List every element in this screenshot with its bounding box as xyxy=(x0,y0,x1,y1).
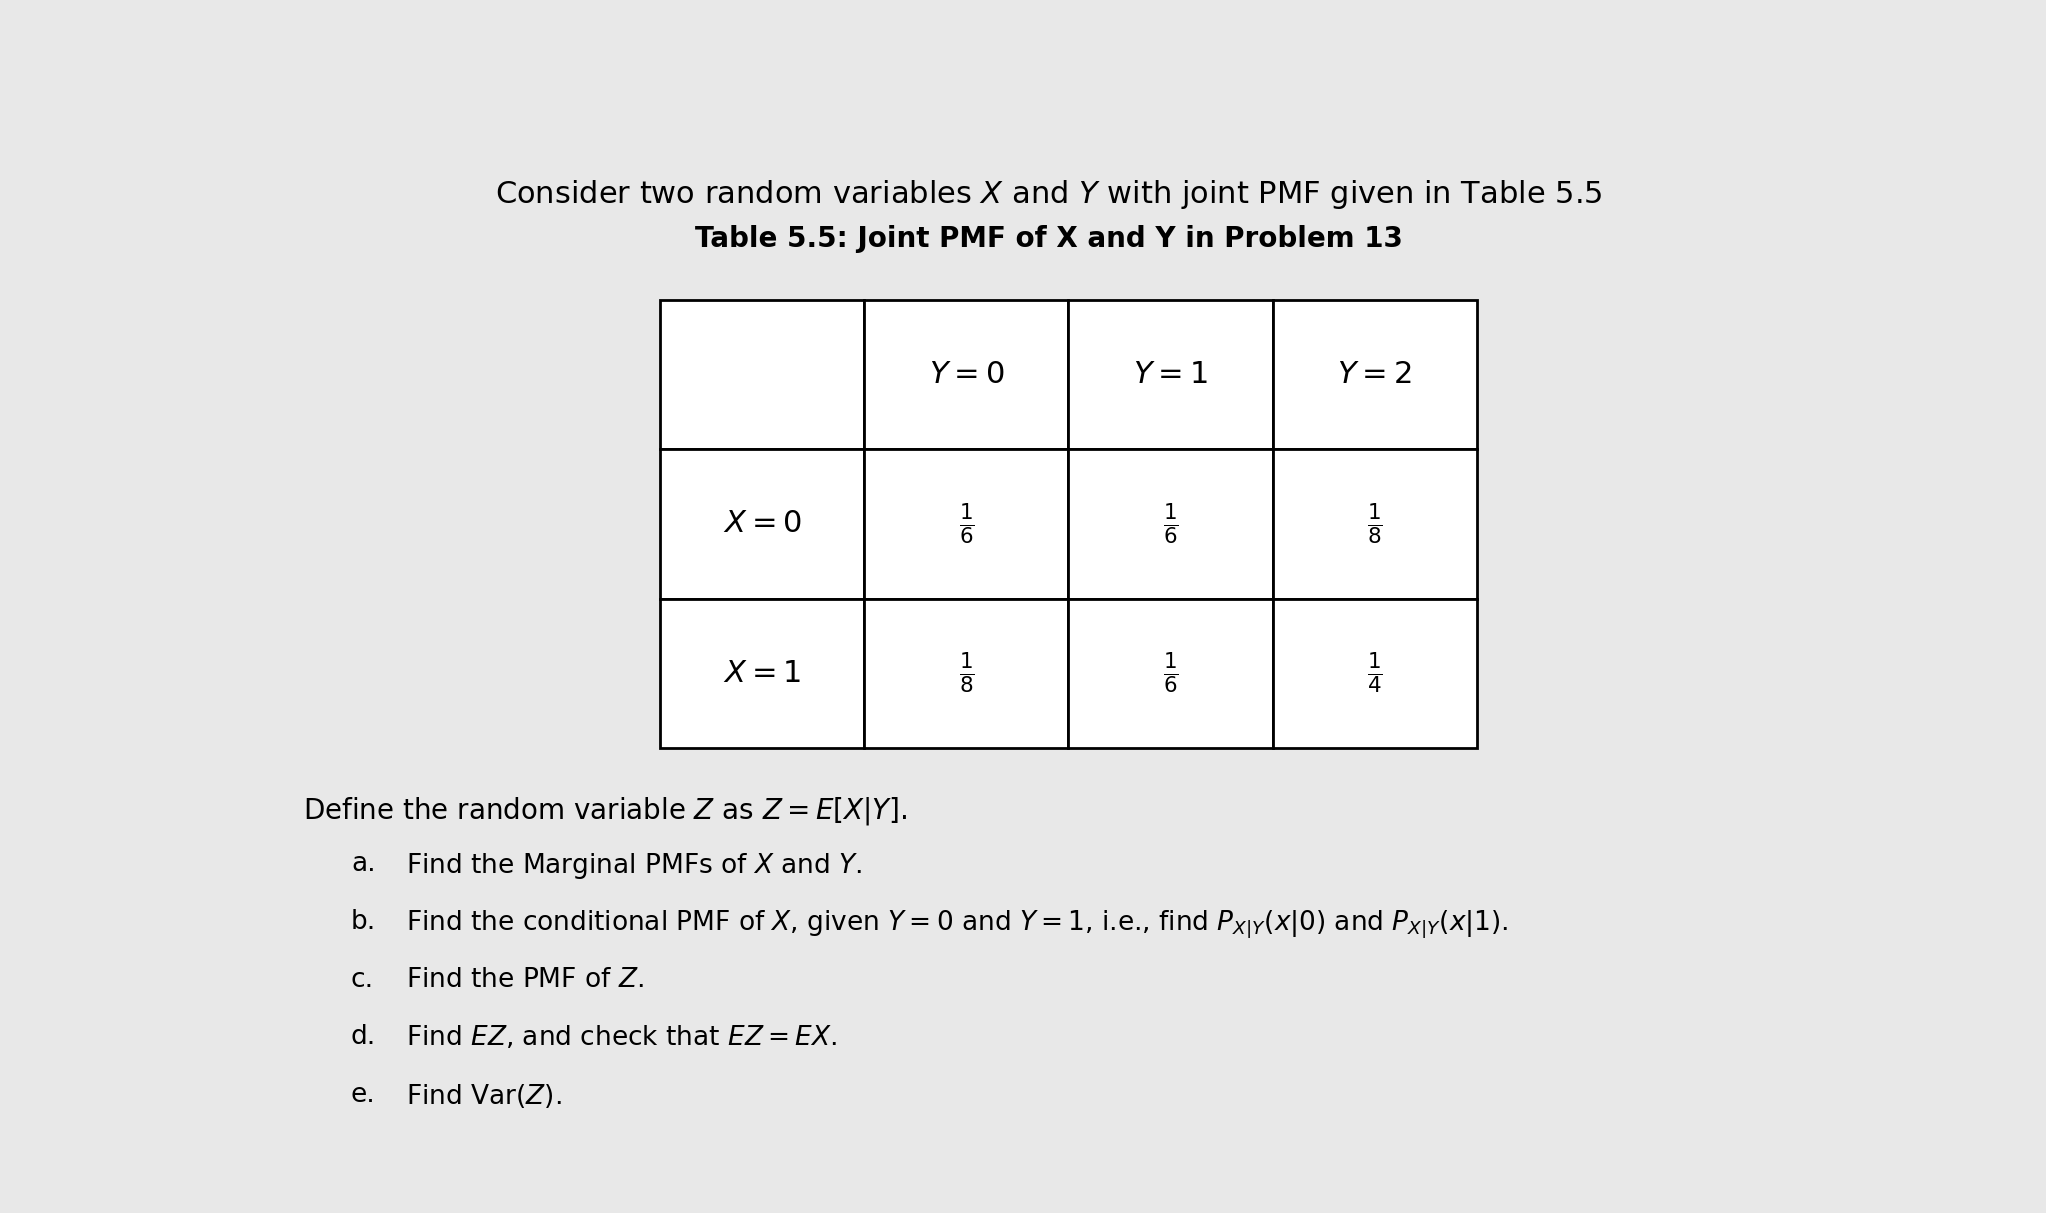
Bar xyxy=(1068,300,1273,449)
Text: $X = 0$: $X = 0$ xyxy=(722,509,802,539)
Text: $\frac{1}{8}$: $\frac{1}{8}$ xyxy=(1367,501,1383,547)
Bar xyxy=(661,449,863,598)
Text: Find the conditional PMF of $X$, given $Y = 0$ and $Y = 1$, i.e., find $P_{X|Y}(: Find the conditional PMF of $X$, given $… xyxy=(407,909,1508,940)
Bar xyxy=(1273,300,1477,449)
Text: $Y = 2$: $Y = 2$ xyxy=(1338,360,1412,389)
Text: $X = 1$: $X = 1$ xyxy=(722,659,802,688)
Bar xyxy=(863,598,1068,748)
Text: $Y = 1$: $Y = 1$ xyxy=(1133,360,1207,389)
Bar xyxy=(1273,598,1477,748)
Bar xyxy=(863,449,1068,598)
Text: c.: c. xyxy=(352,967,374,992)
Text: Find Var$(Z)$.: Find Var$(Z)$. xyxy=(407,1082,563,1110)
Text: $\frac{1}{6}$: $\frac{1}{6}$ xyxy=(1162,501,1178,547)
Bar xyxy=(863,300,1068,449)
Text: $\frac{1}{4}$: $\frac{1}{4}$ xyxy=(1367,650,1383,696)
Bar xyxy=(661,300,863,449)
Text: $\frac{1}{8}$: $\frac{1}{8}$ xyxy=(958,650,974,696)
Text: $Y = 0$: $Y = 0$ xyxy=(929,360,1005,389)
Text: a.: a. xyxy=(352,850,376,877)
Text: Table 5.5: Joint PMF of X and Y in Problem 13: Table 5.5: Joint PMF of X and Y in Probl… xyxy=(696,224,1402,254)
Text: b.: b. xyxy=(352,909,376,935)
Bar xyxy=(661,598,863,748)
Text: $\frac{1}{6}$: $\frac{1}{6}$ xyxy=(958,501,974,547)
Text: $\frac{1}{6}$: $\frac{1}{6}$ xyxy=(1162,650,1178,696)
Text: Find the Marginal PMFs of $X$ and $Y$.: Find the Marginal PMFs of $X$ and $Y$. xyxy=(407,850,863,881)
Bar xyxy=(1068,598,1273,748)
Text: Consider two random variables $X$ and $Y$ with joint PMF given in Table 5.5: Consider two random variables $X$ and $Y… xyxy=(495,178,1602,211)
Bar xyxy=(1273,449,1477,598)
Text: e.: e. xyxy=(352,1082,376,1109)
Text: d.: d. xyxy=(352,1025,376,1050)
Text: Find the PMF of $Z$.: Find the PMF of $Z$. xyxy=(407,967,644,992)
Text: Find $EZ$, and check that $EZ = EX$.: Find $EZ$, and check that $EZ = EX$. xyxy=(407,1025,837,1052)
Bar xyxy=(1068,449,1273,598)
Text: Define the random variable $Z$ as $Z = E[X|Y].$: Define the random variable $Z$ as $Z = E… xyxy=(303,795,908,827)
